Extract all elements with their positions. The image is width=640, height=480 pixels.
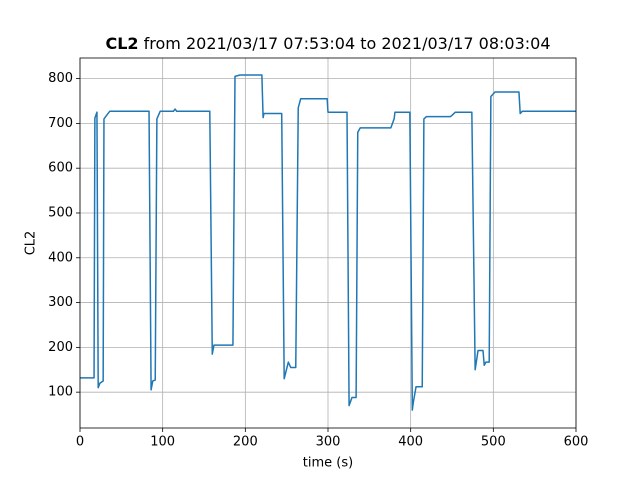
x-tick-label: 0 bbox=[76, 435, 84, 450]
title-text: from 2021/03/17 07:53:04 to 2021/03/17 0… bbox=[144, 34, 551, 53]
x-tick-label: 100 bbox=[150, 435, 175, 450]
plot-frame bbox=[79, 57, 577, 429]
y-tick-label: 800 bbox=[48, 71, 73, 86]
x-tick-label: 600 bbox=[564, 435, 589, 450]
x-tick-label: 400 bbox=[398, 435, 423, 450]
title-bold: CL2 bbox=[105, 34, 138, 53]
x-axis-label: time (s) bbox=[303, 456, 353, 471]
data-line bbox=[80, 74, 576, 411]
y-tick-label: 500 bbox=[48, 205, 73, 220]
y-axis-label: CL2 bbox=[24, 231, 39, 256]
x-tick-label: 500 bbox=[481, 435, 506, 450]
y-tick-label: 200 bbox=[48, 340, 73, 355]
y-tick-label: 300 bbox=[48, 295, 73, 310]
x-tick-label: 200 bbox=[233, 435, 258, 450]
chart-title: CL2 from 2021/03/17 07:53:04 to 2021/03/… bbox=[105, 34, 550, 53]
y-tick-label: 600 bbox=[48, 161, 73, 176]
y-tick-label: 700 bbox=[48, 116, 73, 131]
y-tick-label: 400 bbox=[48, 250, 73, 265]
y-tick-label: 100 bbox=[48, 385, 73, 400]
x-tick-label: 300 bbox=[316, 435, 341, 450]
